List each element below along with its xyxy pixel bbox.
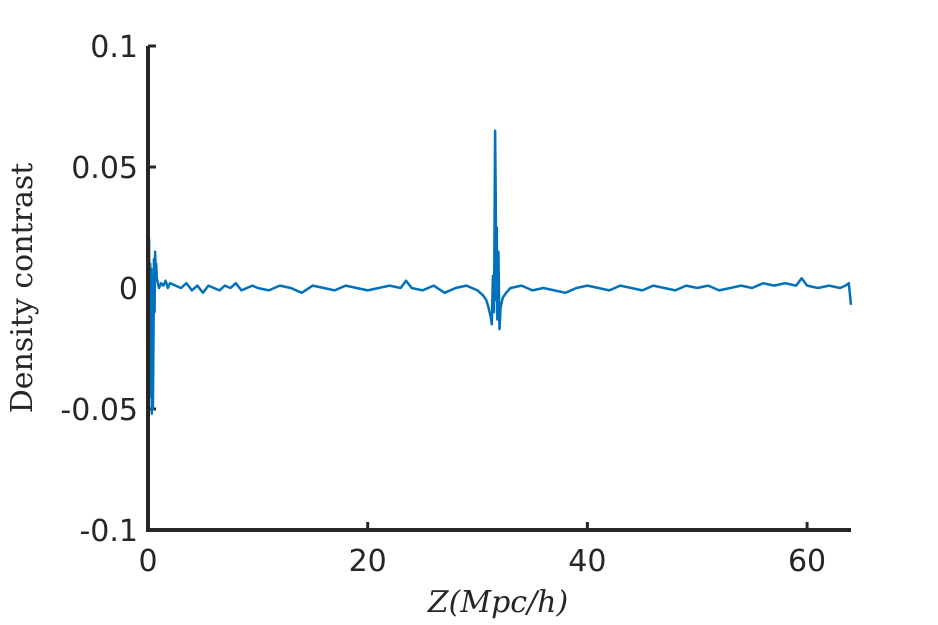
y-tick-label: 0.1 [90, 30, 138, 65]
y-tick-labels: -0.1 -0.05 0 0.05 0.1 [60, 30, 138, 549]
y-axis-label: Density contrast [5, 163, 40, 414]
y-tick-label: 0 [119, 272, 138, 307]
axes-lines [146, 46, 851, 532]
x-tick-label: 0 [138, 544, 157, 579]
y-tick-label: 0.05 [71, 151, 138, 186]
series-line-density-contrast [146, 129, 853, 416]
y-tick-label: -0.1 [79, 514, 138, 549]
x-tick-label: 60 [788, 544, 826, 579]
x-axis-label: Z(Mpc/h) [427, 585, 568, 620]
x-tick-label: 40 [568, 544, 606, 579]
x-tick-labels: 0 20 40 60 [138, 544, 826, 579]
x-tick-label: 20 [349, 544, 387, 579]
y-tick-label: -0.05 [60, 393, 138, 428]
